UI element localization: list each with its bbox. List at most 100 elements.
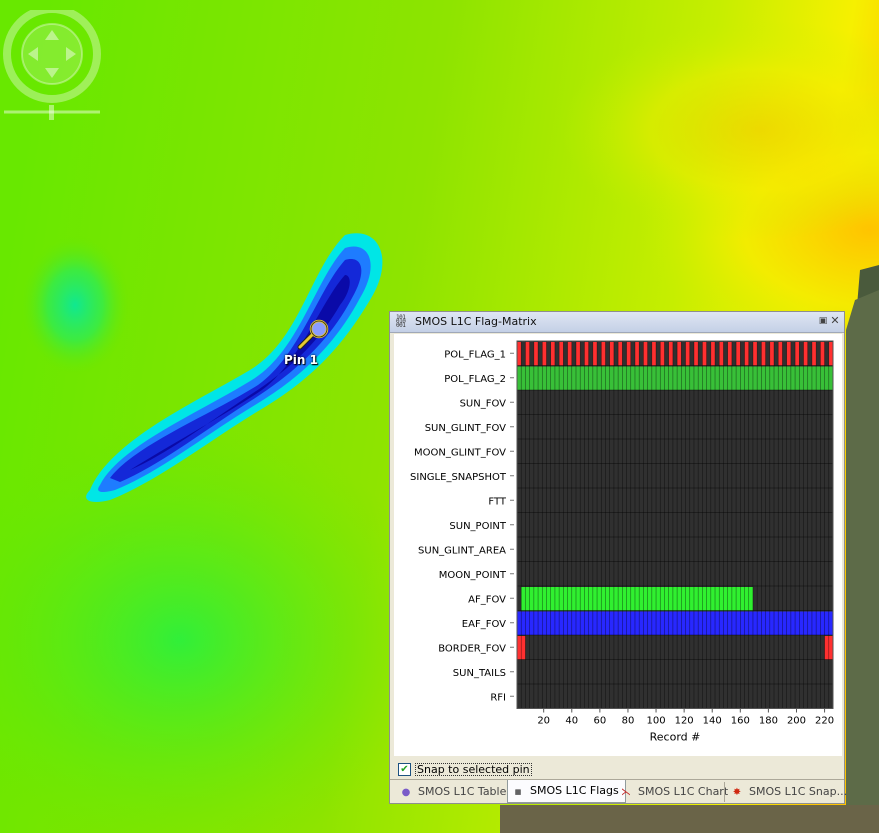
pan-ring[interactable] bbox=[3, 10, 101, 103]
flag-matrix-icon: 101 010 001 bbox=[396, 314, 406, 329]
snap-checkbox[interactable]: ✔ bbox=[398, 763, 411, 776]
flag-cell bbox=[651, 342, 657, 366]
x-tick-label: 180 bbox=[759, 716, 778, 727]
low-value-feature bbox=[86, 233, 383, 502]
flag-cell bbox=[736, 342, 741, 366]
flag-cell bbox=[542, 342, 547, 366]
x-tick-label: 160 bbox=[731, 716, 750, 727]
flag-cell bbox=[643, 342, 648, 366]
flag-label: SUN_GLINT_FOV bbox=[425, 423, 506, 434]
flag-label: FTT bbox=[488, 496, 507, 507]
x-tick-label: 60 bbox=[593, 716, 606, 727]
pin-icon[interactable] bbox=[280, 316, 340, 372]
table-icon: ● bbox=[401, 787, 411, 798]
x-tick-label: 220 bbox=[815, 716, 834, 727]
pan-left-icon[interactable] bbox=[28, 47, 38, 61]
flag-matrix-plot: POL_FLAG_1 POL_FLAG_2 SUN_FOV SUN_GLINT_FOV… bbox=[394, 334, 842, 756]
flag-label: SUN_FOV bbox=[460, 398, 507, 409]
zoom-slider-handle[interactable] bbox=[49, 105, 54, 120]
flag-cell bbox=[609, 342, 614, 366]
flag-cell bbox=[575, 342, 581, 366]
flag-cell bbox=[559, 342, 564, 366]
flag-label: EAF_FOV bbox=[462, 619, 506, 630]
tab-smos-l1c-snapshot[interactable]: ✸ SMOS L1C Snap... bbox=[724, 782, 847, 802]
matrix-frame bbox=[516, 340, 834, 709]
flag-cell bbox=[727, 342, 732, 366]
flag-cell bbox=[803, 342, 808, 366]
flag-cell bbox=[517, 342, 522, 366]
flag-label: SUN_GLINT_AREA bbox=[418, 545, 506, 556]
flag-cell bbox=[525, 342, 530, 366]
flag-cell bbox=[668, 342, 673, 366]
flag-cell bbox=[517, 366, 833, 390]
x-tick-label: 100 bbox=[646, 716, 665, 727]
flag-cell bbox=[660, 342, 665, 366]
flag-label: SINGLE_SNAPSHOT bbox=[410, 472, 507, 483]
flag-cell bbox=[517, 611, 833, 635]
flag-cell bbox=[811, 342, 817, 366]
flag-cell bbox=[592, 342, 598, 366]
flag-cell bbox=[719, 342, 724, 366]
flag-cell bbox=[567, 342, 572, 366]
panel-tabs: ● SMOS L1C Table ▦ SMOS L1C Flags ⋋ SMOS L1… bbox=[390, 779, 847, 804]
pan-right-icon[interactable] bbox=[66, 47, 76, 61]
panel-titlebar[interactable]: 101 010 001 SMOS L1C Flag-Matrix ▣ ✕ bbox=[390, 312, 844, 333]
flag-cell bbox=[752, 342, 758, 366]
close-icon[interactable]: ✕ bbox=[830, 314, 840, 327]
x-tick-label: 200 bbox=[787, 716, 806, 727]
flag-cell bbox=[550, 342, 555, 366]
flag-cell bbox=[761, 342, 766, 366]
flag-cell bbox=[626, 342, 631, 366]
flag-label: POL_FLAG_2 bbox=[444, 374, 506, 385]
snap-label[interactable]: Snap to selected pin bbox=[415, 763, 532, 776]
maximize-icon[interactable]: ▣ bbox=[818, 316, 828, 326]
flag-cell bbox=[521, 587, 753, 611]
flag-cell bbox=[634, 342, 640, 366]
flag-label: POL_FLAG_1 bbox=[444, 349, 506, 360]
navigation-control[interactable] bbox=[0, 10, 110, 125]
tab-label: SMOS L1C Snap... bbox=[749, 785, 848, 798]
flag-label: BORDER_FOV bbox=[438, 643, 506, 654]
flag-cell bbox=[786, 342, 791, 366]
flag-cell bbox=[795, 342, 800, 366]
matrix-background bbox=[517, 341, 833, 709]
flag-cell bbox=[618, 342, 623, 366]
tab-smos-l1c-table[interactable]: ● SMOS L1C Table bbox=[398, 782, 507, 802]
x-tick-label: 120 bbox=[675, 716, 694, 727]
tab-smos-l1c-flags[interactable]: ▦ SMOS L1C Flags bbox=[507, 780, 626, 803]
tab-label: SMOS L1C Table bbox=[418, 785, 507, 798]
flag-matrix-chart: POL_FLAG_1 POL_FLAG_2 SUN_FOV SUN_GLINT_FOV… bbox=[410, 340, 834, 744]
flag-matrix-panel: 101 010 001 SMOS L1C Flag-Matrix ▣ ✕ POL_F… bbox=[389, 311, 847, 804]
chart-icon: ⋋ bbox=[621, 787, 631, 798]
tab-smos-l1c-chart[interactable]: ⋋ SMOS L1C Chart bbox=[618, 782, 728, 802]
flag-cell bbox=[710, 342, 716, 366]
flag-label: AF_FOV bbox=[468, 594, 506, 605]
flag-cell bbox=[685, 342, 690, 366]
flag-cell bbox=[828, 342, 833, 366]
flag-label: MOON_GLINT_FOV bbox=[414, 447, 506, 458]
pin-label: Pin 1 bbox=[284, 353, 318, 367]
flag-label: SUN_POINT bbox=[449, 521, 506, 532]
panel-title: SMOS L1C Flag-Matrix bbox=[415, 315, 537, 328]
flag-label: MOON_POINT bbox=[439, 570, 507, 581]
pan-inner[interactable] bbox=[21, 23, 83, 85]
x-axis-label: Record # bbox=[650, 731, 701, 744]
x-tick-label: 140 bbox=[703, 716, 722, 727]
flag-cell bbox=[693, 342, 699, 366]
pan-up-icon[interactable] bbox=[45, 30, 59, 40]
x-tick-label: 40 bbox=[565, 716, 578, 727]
x-tick-label: 20 bbox=[537, 716, 550, 727]
tab-label: SMOS L1C Chart bbox=[638, 785, 729, 798]
flag-cell bbox=[677, 342, 682, 366]
flag-cell bbox=[601, 342, 606, 366]
flag-cell bbox=[820, 342, 825, 366]
flag-cell bbox=[744, 342, 749, 366]
flag-label: RFI bbox=[490, 692, 506, 703]
flag-label: SUN_TAILS bbox=[453, 668, 506, 679]
flag-cell bbox=[769, 342, 775, 366]
flag-cell bbox=[584, 342, 589, 366]
snapshot-icon: ✸ bbox=[732, 787, 742, 798]
x-tick-label: 80 bbox=[622, 716, 635, 727]
pan-down-icon[interactable] bbox=[45, 68, 59, 78]
tab-label: SMOS L1C Flags bbox=[530, 784, 619, 797]
